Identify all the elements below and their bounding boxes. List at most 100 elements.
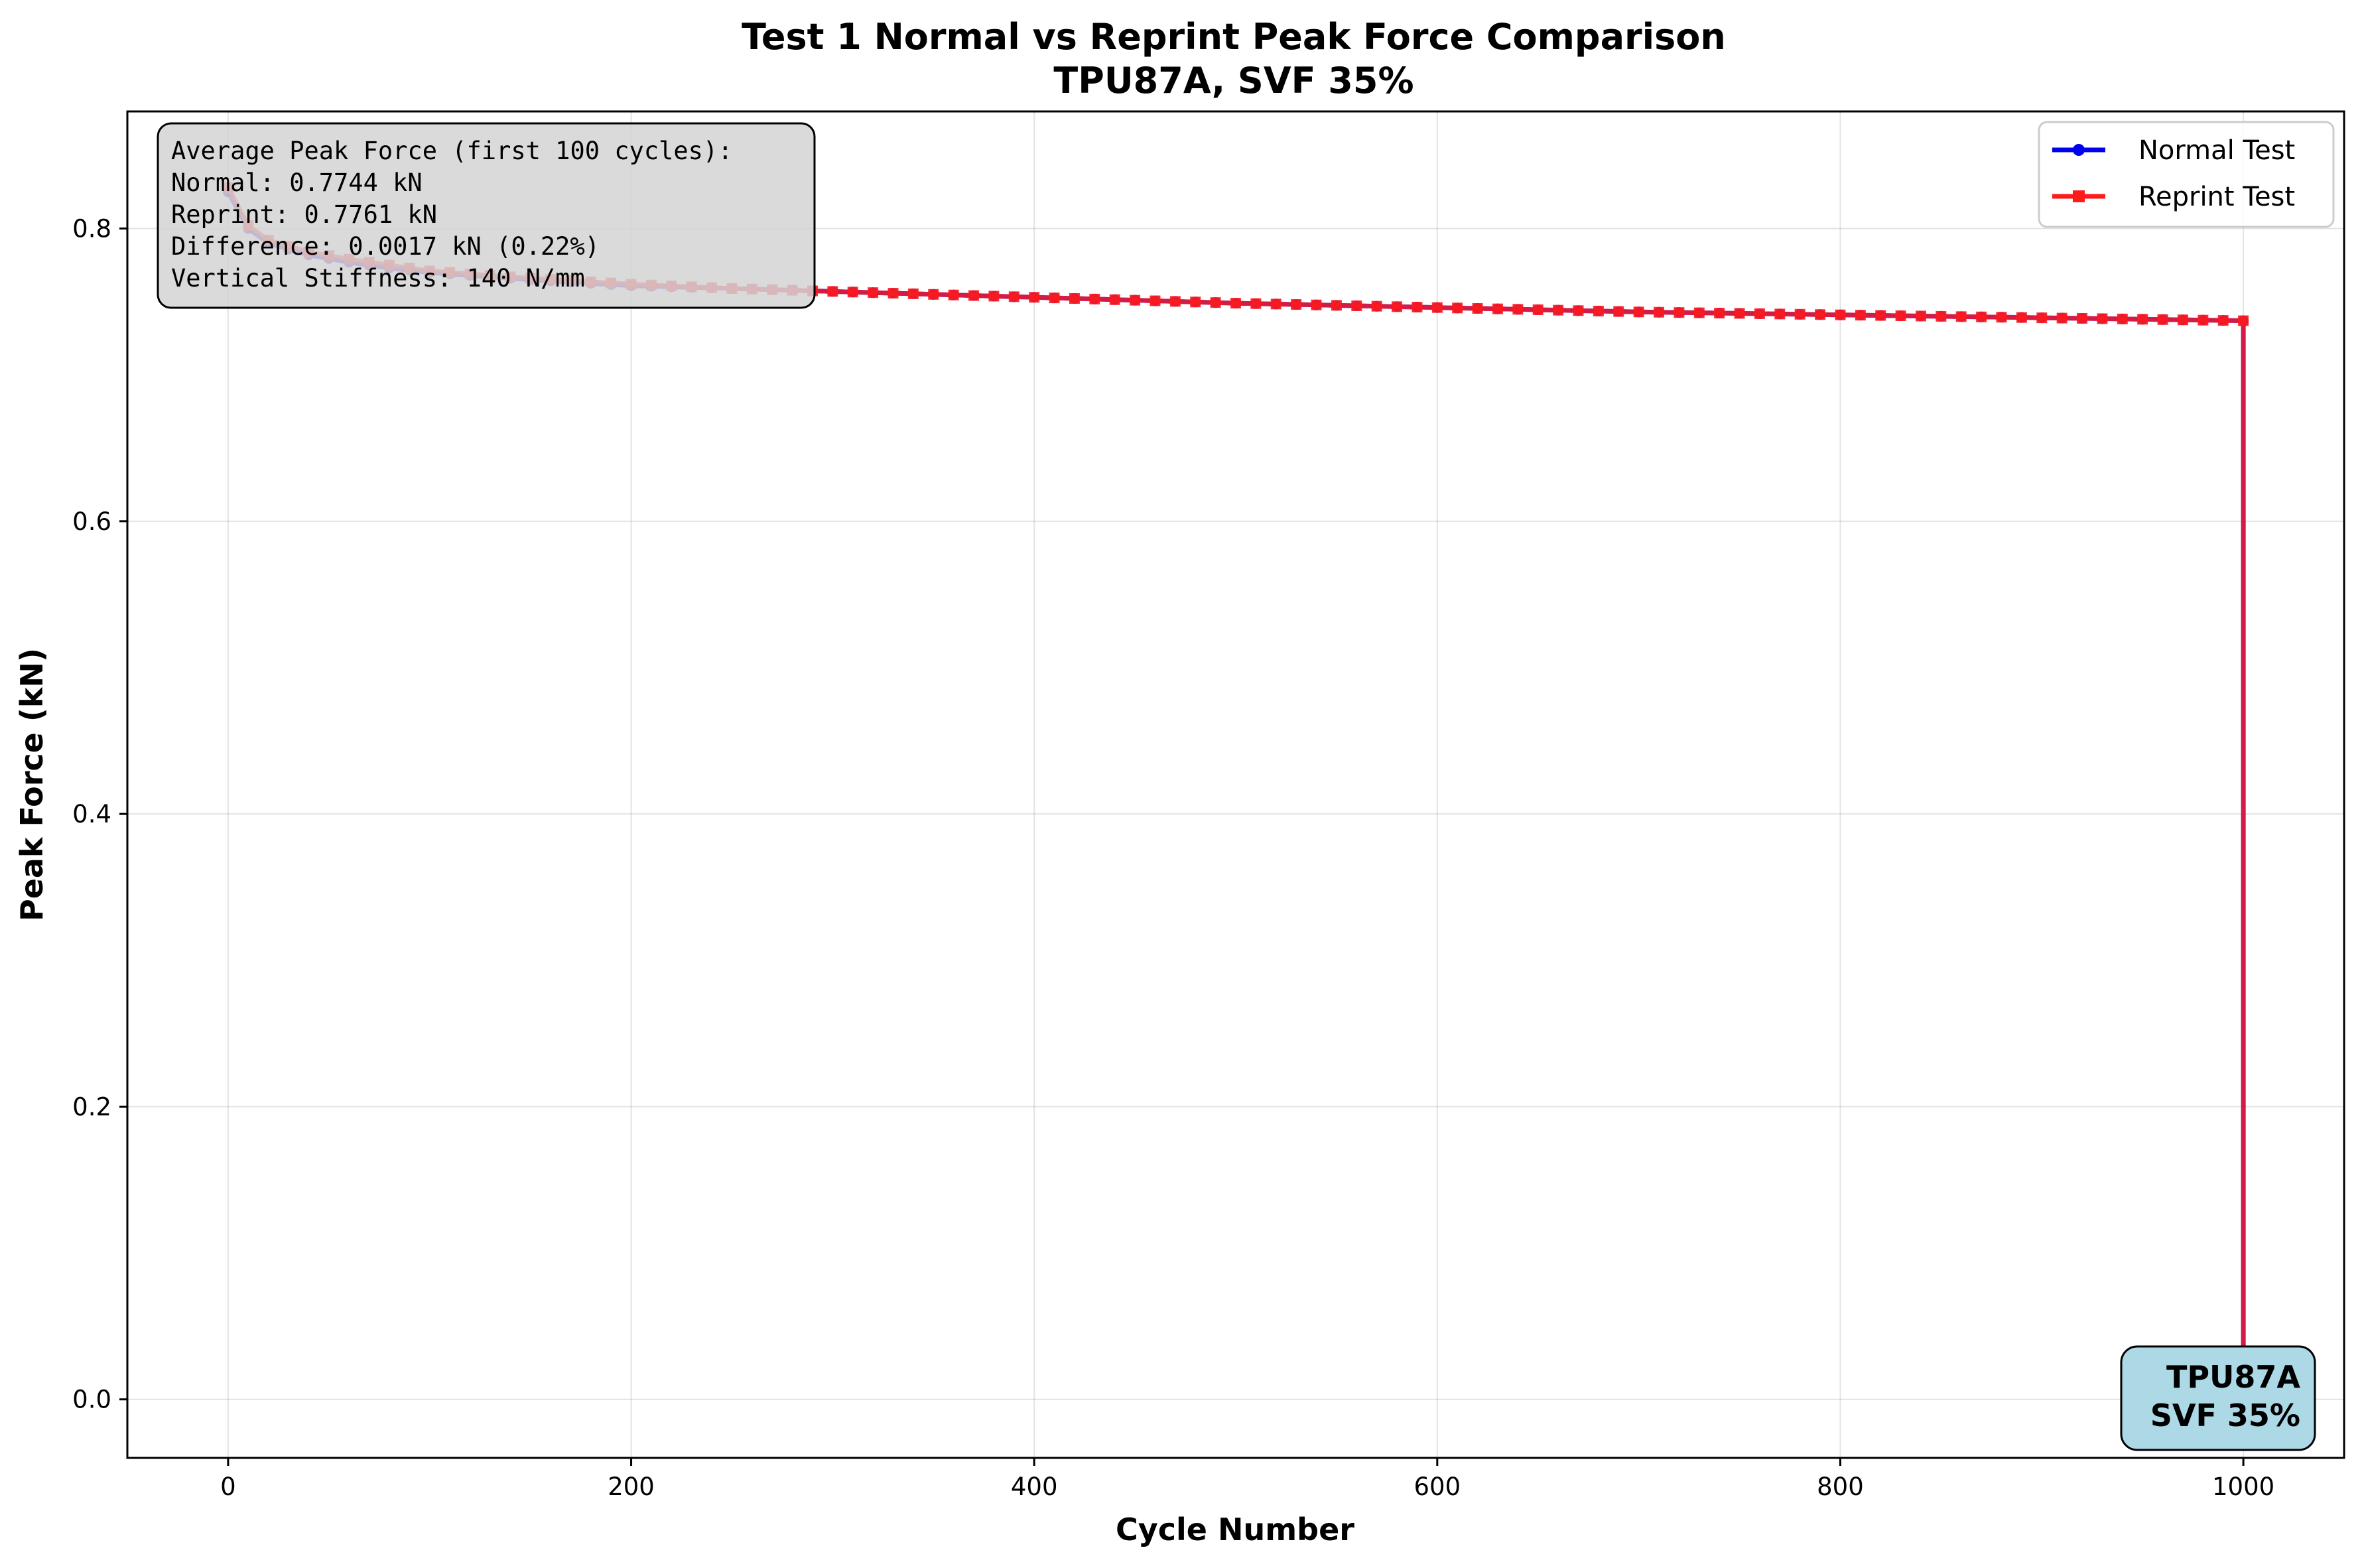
data-point-reprint bbox=[1855, 310, 1866, 321]
legend-marker-reprint bbox=[2073, 190, 2085, 202]
data-point-reprint bbox=[1734, 308, 1745, 319]
plot-frame bbox=[126, 110, 2345, 1459]
data-point-reprint bbox=[1452, 302, 1463, 314]
data-point-reprint bbox=[1069, 293, 1080, 304]
data-point-reprint bbox=[2097, 313, 2108, 324]
badge-line-1: TPU87A bbox=[2166, 1359, 2300, 1395]
data-point-reprint bbox=[1089, 293, 1100, 304]
data-point-reprint bbox=[1311, 299, 1322, 310]
data-point-reprint bbox=[988, 291, 1000, 302]
axis-ticks: 0 200 400 600 800 1000 0.0 0.2 0.4 0.6 0.8 bbox=[72, 215, 2274, 1501]
data-point-reprint bbox=[1492, 303, 1503, 314]
data-point-reprint bbox=[2198, 314, 2209, 326]
stats-line-3: Reprint: 0.7761 kN bbox=[171, 200, 437, 229]
data-point-reprint bbox=[1996, 312, 2007, 323]
y-axis-label: Peak Force (kN) bbox=[14, 648, 50, 921]
legend-label-normal: Normal Test bbox=[2138, 135, 2295, 166]
data-point-reprint bbox=[1250, 298, 1262, 309]
data-point-reprint bbox=[1714, 308, 1725, 319]
data-point-reprint bbox=[1633, 306, 1644, 318]
data-point-reprint bbox=[1593, 305, 1604, 316]
data-point-reprint bbox=[847, 287, 858, 298]
data-point-reprint bbox=[1976, 311, 1987, 322]
series-lines bbox=[222, 182, 2249, 1400]
data-point-reprint bbox=[1532, 304, 1543, 315]
stats-line-5: Vertical Stiffness: 140 N/mm bbox=[171, 264, 585, 293]
legend: Normal Test Reprint Test bbox=[2038, 121, 2335, 228]
badge-background bbox=[2120, 1345, 2316, 1451]
x-tick-label: 0 bbox=[220, 1472, 236, 1501]
stats-line-2: Normal: 0.7744 kN bbox=[171, 168, 423, 197]
stats-line-4: Difference: 0.0017 kN (0.22%) bbox=[171, 232, 600, 261]
x-tick-label: 400 bbox=[1011, 1472, 1058, 1501]
data-point-reprint bbox=[1654, 306, 1665, 318]
data-point-reprint bbox=[1693, 307, 1705, 318]
data-point-reprint bbox=[1472, 302, 1483, 314]
y-tick-label: 0.0 bbox=[72, 1386, 111, 1414]
data-point-reprint bbox=[1774, 308, 1786, 320]
chart-title-line1: Test 1 Normal vs Reprint Peak Force Comp… bbox=[742, 16, 1726, 58]
data-point-reprint bbox=[1412, 302, 1423, 313]
data-point-reprint bbox=[2077, 313, 2088, 324]
y-tick-label: 0.2 bbox=[72, 1092, 111, 1121]
data-point-reprint bbox=[1915, 310, 1926, 322]
y-tick-label: 0.8 bbox=[72, 215, 111, 243]
y-tick-label: 0.4 bbox=[72, 800, 111, 828]
data-point-reprint bbox=[2056, 312, 2068, 324]
data-point-reprint bbox=[1815, 309, 1826, 320]
data-point-reprint bbox=[2177, 314, 2188, 326]
data-point-reprint bbox=[2016, 312, 2027, 323]
data-point-reprint bbox=[1130, 294, 1141, 306]
x-tick-label: 800 bbox=[1817, 1472, 1864, 1501]
data-point-reprint bbox=[1109, 294, 1120, 305]
data-point-reprint bbox=[1835, 309, 1846, 320]
data-point-reprint bbox=[1955, 311, 1967, 322]
data-point-reprint bbox=[1291, 299, 1302, 310]
data-point-reprint bbox=[948, 289, 959, 300]
data-point-reprint bbox=[1392, 301, 1403, 312]
data-point-reprint bbox=[1553, 304, 1564, 316]
data-point-reprint bbox=[1431, 302, 1443, 313]
data-point-reprint bbox=[2137, 314, 2148, 325]
data-point-reprint bbox=[1875, 310, 1886, 321]
data-point-reprint bbox=[2217, 315, 2229, 326]
data-point-reprint bbox=[1210, 297, 1221, 308]
data-point-reprint bbox=[1936, 310, 1947, 322]
legend-marker-normal bbox=[2073, 144, 2085, 156]
data-point-reprint bbox=[2117, 313, 2128, 324]
data-point-reprint bbox=[1613, 306, 1624, 317]
legend-label-reprint: Reprint Test bbox=[2138, 182, 2295, 212]
data-point-reprint bbox=[907, 288, 919, 299]
data-point-reprint bbox=[1754, 308, 1765, 319]
data-point-reprint bbox=[1049, 293, 1060, 304]
data-point-reprint bbox=[2238, 315, 2249, 326]
data-point-reprint bbox=[2157, 314, 2168, 325]
data-point-reprint bbox=[1895, 310, 1906, 322]
data-point-reprint bbox=[1008, 291, 1019, 302]
y-tick-label: 0.6 bbox=[72, 507, 111, 536]
data-point-reprint bbox=[1371, 300, 1382, 312]
series-line-normal bbox=[226, 190, 2246, 1400]
data-point-reprint bbox=[1512, 304, 1524, 315]
x-tick-label: 200 bbox=[608, 1472, 655, 1501]
data-point-reprint bbox=[1029, 292, 1040, 303]
data-point-reprint bbox=[1674, 307, 1685, 318]
data-point-reprint bbox=[928, 289, 939, 300]
legend-box bbox=[2038, 121, 2335, 228]
data-point-reprint bbox=[1270, 298, 1281, 310]
series-line-reprint bbox=[226, 186, 2246, 1400]
data-point-reprint bbox=[1351, 300, 1362, 312]
stats-line-1: Average Peak Force (first 100 cycles): bbox=[171, 137, 732, 165]
badge-line-2: SVF 35% bbox=[2150, 1398, 2300, 1433]
data-point-reprint bbox=[827, 286, 838, 297]
data-point-reprint bbox=[2036, 312, 2048, 324]
x-axis-label: Cycle Number bbox=[1116, 1512, 1354, 1547]
grid bbox=[127, 111, 2344, 1458]
stats-annotation-box: Average Peak Force (first 100 cycles): N… bbox=[157, 122, 816, 309]
data-point-reprint bbox=[887, 288, 899, 299]
data-point-reprint bbox=[1230, 298, 1241, 309]
chart-title-line2: TPU87A, SVF 35% bbox=[1053, 60, 1413, 101]
data-point-reprint bbox=[1573, 305, 1584, 316]
data-point-reprint bbox=[1794, 308, 1806, 320]
